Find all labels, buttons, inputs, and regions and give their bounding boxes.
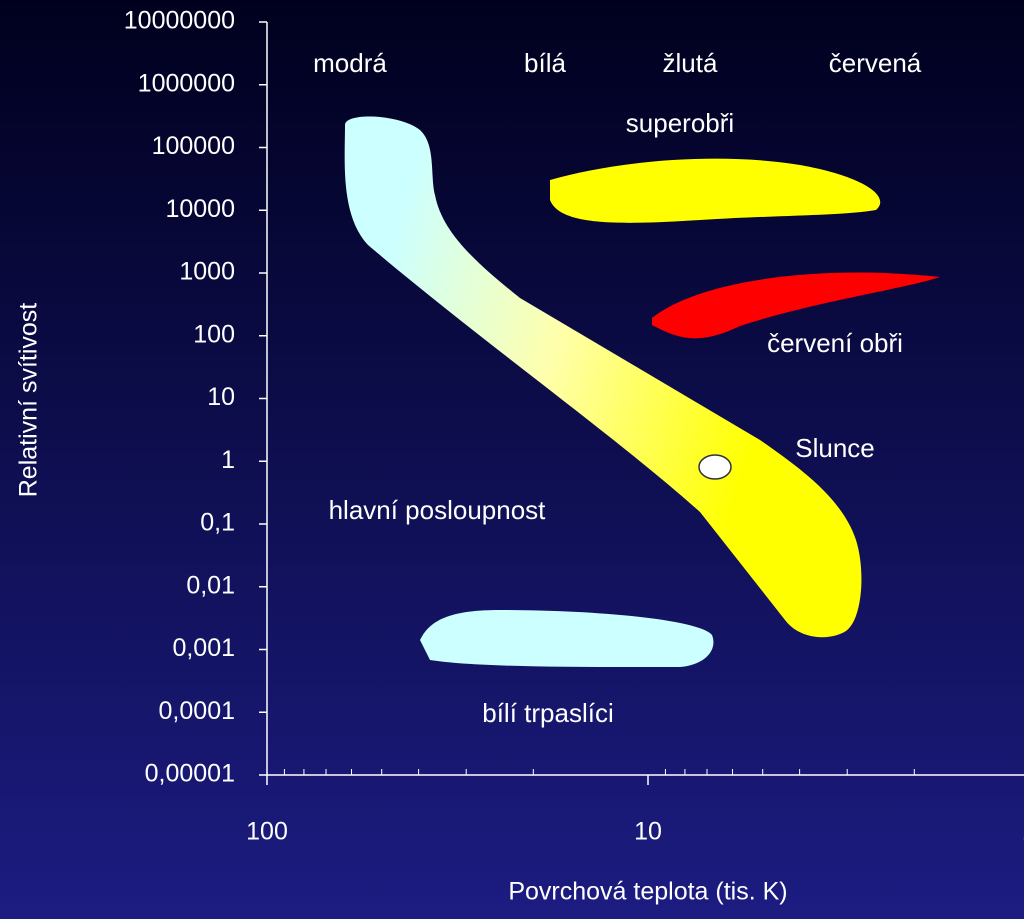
annotation: červená [829, 48, 922, 78]
red-giant-region [652, 272, 940, 339]
x-axis-label: Povrchová teplota (tis. K) [508, 878, 787, 906]
annotation: superobři [626, 108, 734, 138]
main-sequence-region [344, 116, 862, 638]
annotation: žlutá [663, 48, 718, 78]
x-tick-label: 10 [634, 818, 662, 846]
y-tick-label: 1000000 [138, 69, 235, 97]
y-tick-label: 0,1 [200, 509, 235, 537]
annotation: červení obři [767, 328, 903, 358]
y-tick-label: 0,00001 [145, 760, 235, 788]
y-tick-label: 0,001 [172, 634, 235, 662]
white-dwarf-region [420, 610, 714, 668]
annotation: bílá [524, 48, 566, 78]
y-tick-label: 100 [193, 320, 235, 348]
y-tick-label: 10 [207, 383, 235, 411]
y-tick-label: 100000 [152, 132, 235, 160]
annotation: hlavní posloupnost [329, 495, 547, 525]
y-tick-label: 0,0001 [159, 697, 235, 725]
annotation: Slunce [795, 433, 875, 463]
annotation: bílí trpaslíci [482, 698, 614, 728]
annotation: modrá [313, 48, 387, 78]
y-tick-label: 0,01 [186, 571, 235, 599]
sun-marker [698, 454, 732, 480]
y-axis-label: Relativní svítivost [15, 303, 43, 498]
y-tick-label: 1000 [179, 258, 235, 286]
x-tick-label: 100 [246, 818, 288, 846]
y-tick-label: 10000 [165, 195, 235, 223]
y-tick-label: 10000000 [124, 7, 235, 35]
supergiant-region [550, 158, 881, 223]
y-tick-label: 1 [221, 446, 235, 474]
x-tick-label: 1 [1022, 818, 1024, 846]
